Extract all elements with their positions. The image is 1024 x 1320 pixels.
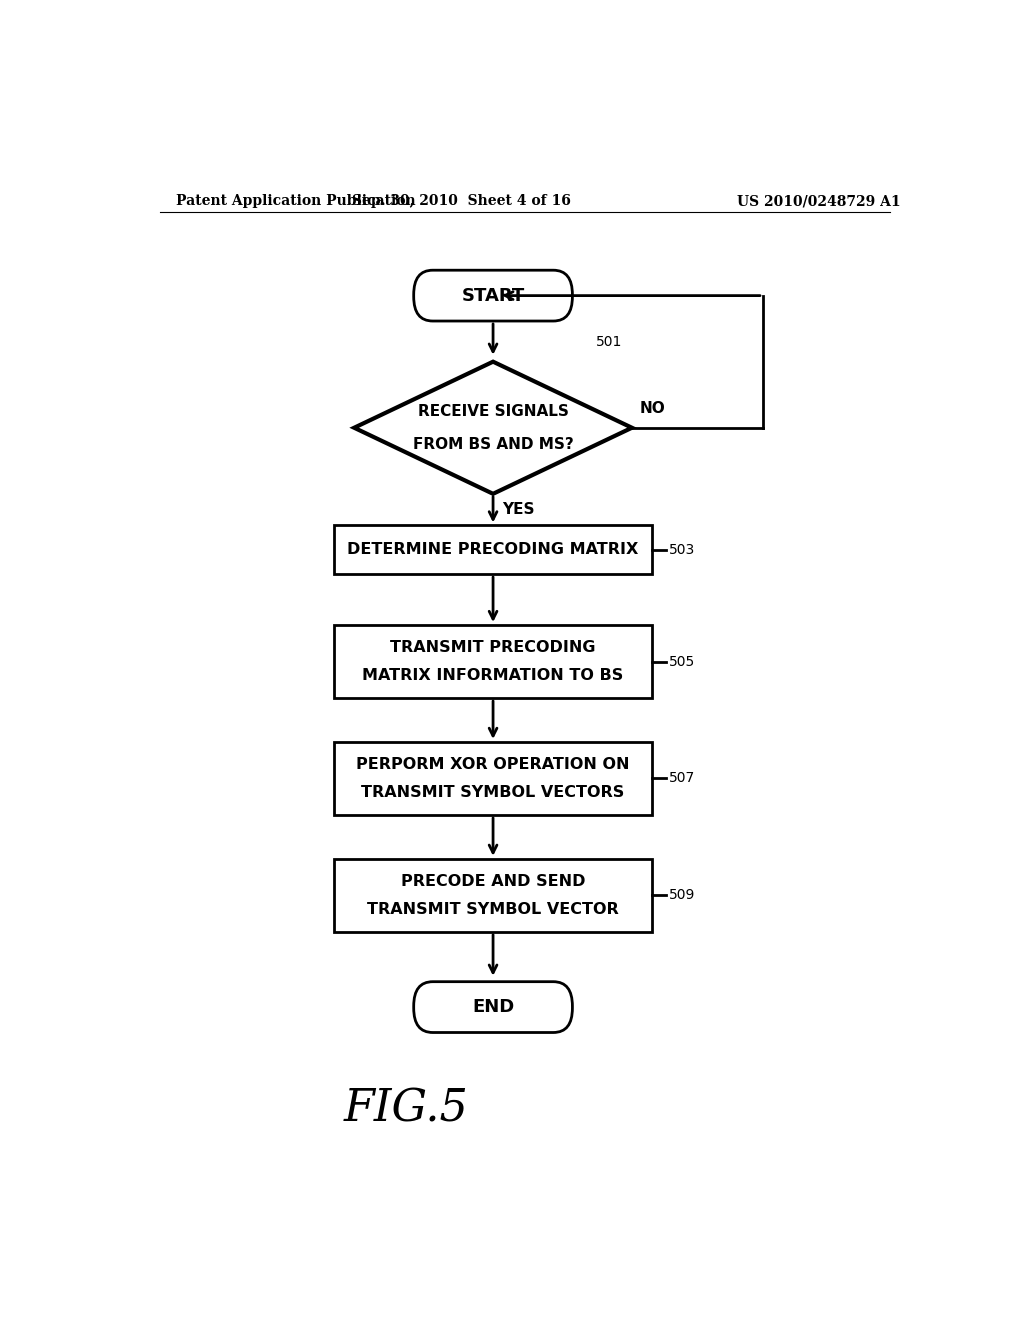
Text: Patent Application Publication: Patent Application Publication — [176, 194, 416, 209]
FancyBboxPatch shape — [414, 982, 572, 1032]
Text: 509: 509 — [670, 888, 695, 903]
FancyBboxPatch shape — [414, 271, 572, 321]
Text: FROM BS AND MS?: FROM BS AND MS? — [413, 437, 573, 451]
Text: END: END — [472, 998, 514, 1016]
Text: MATRIX INFORMATION TO BS: MATRIX INFORMATION TO BS — [362, 668, 624, 684]
Text: PERPORM XOR OPERATION ON: PERPORM XOR OPERATION ON — [356, 756, 630, 772]
Text: 503: 503 — [670, 543, 695, 557]
Text: NO: NO — [640, 400, 666, 416]
Text: START: START — [462, 286, 524, 305]
Bar — [334, 742, 652, 814]
Text: TRANSMIT SYMBOL VECTORS: TRANSMIT SYMBOL VECTORS — [361, 785, 625, 800]
Text: Sep. 30, 2010  Sheet 4 of 16: Sep. 30, 2010 Sheet 4 of 16 — [352, 194, 570, 209]
Text: FIG.5: FIG.5 — [343, 1088, 468, 1130]
Text: YES: YES — [503, 502, 536, 517]
Text: 501: 501 — [596, 335, 623, 350]
Text: TRANSMIT SYMBOL VECTOR: TRANSMIT SYMBOL VECTOR — [368, 902, 618, 917]
Text: DETERMINE PRECODING MATRIX: DETERMINE PRECODING MATRIX — [347, 543, 639, 557]
Polygon shape — [354, 362, 632, 494]
Bar — [334, 525, 652, 574]
Bar — [334, 624, 652, 698]
Text: PRECODE AND SEND: PRECODE AND SEND — [400, 874, 586, 888]
Text: TRANSMIT PRECODING: TRANSMIT PRECODING — [390, 640, 596, 655]
Text: RECEIVE SIGNALS: RECEIVE SIGNALS — [418, 404, 568, 418]
Bar — [334, 859, 652, 932]
Text: 507: 507 — [670, 771, 695, 785]
Text: 505: 505 — [670, 655, 695, 668]
Text: US 2010/0248729 A1: US 2010/0248729 A1 — [736, 194, 900, 209]
